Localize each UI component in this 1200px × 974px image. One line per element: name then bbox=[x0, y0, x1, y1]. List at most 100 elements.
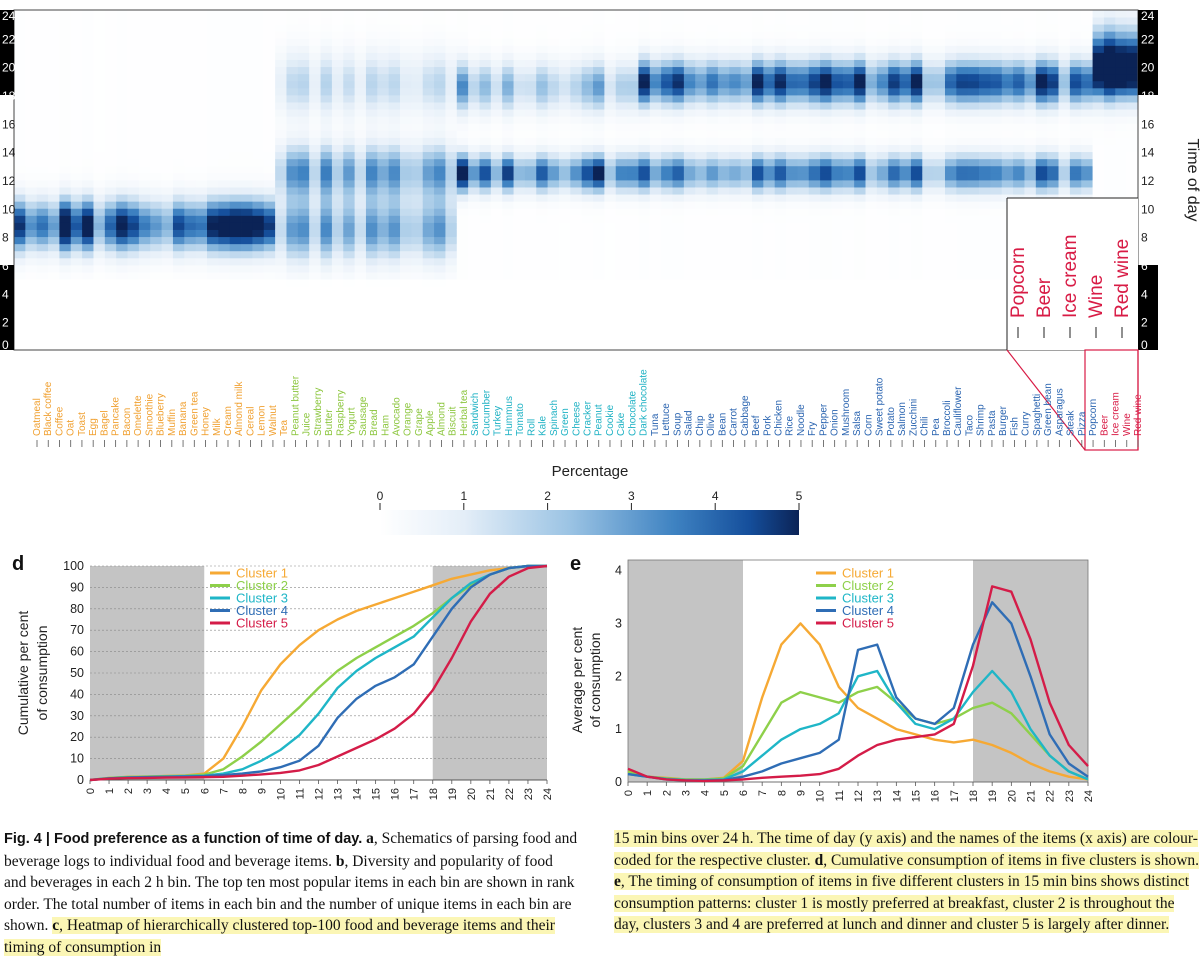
heatmap-cell bbox=[581, 307, 594, 315]
heatmap-cell bbox=[309, 194, 321, 202]
heatmap-cell bbox=[627, 123, 639, 131]
heatmap-cell bbox=[695, 272, 707, 280]
heatmap-cell bbox=[127, 102, 140, 110]
heatmap-cell bbox=[150, 307, 162, 315]
heatmap-cell bbox=[456, 243, 469, 252]
heatmap-cell bbox=[377, 130, 390, 138]
heatmap-cell bbox=[797, 321, 810, 330]
heatmap-cell bbox=[706, 222, 719, 230]
item-label: Sweet potato bbox=[875, 377, 886, 436]
heatmap-cell bbox=[365, 180, 378, 188]
heatmap-cell bbox=[933, 272, 946, 280]
heatmap-cell bbox=[207, 279, 219, 287]
heatmap-cell bbox=[956, 279, 969, 287]
heatmap-cell bbox=[593, 307, 605, 315]
heatmap-cell bbox=[956, 307, 969, 315]
heatmap-cell bbox=[59, 293, 72, 301]
heatmap-cell bbox=[899, 87, 912, 96]
heatmap-cell bbox=[490, 307, 503, 315]
heatmap-cell bbox=[127, 335, 140, 344]
heatmap-cell bbox=[286, 194, 299, 202]
heatmap-cell bbox=[1035, 109, 1048, 117]
heatmap-cell bbox=[888, 328, 900, 337]
heatmap-cell bbox=[241, 73, 253, 82]
heatmap-cell bbox=[59, 73, 72, 82]
heatmap-cell bbox=[1126, 151, 1139, 160]
heatmap-cell bbox=[422, 201, 435, 209]
heatmap-cell bbox=[161, 52, 174, 60]
heatmap-cell bbox=[388, 95, 401, 103]
heatmap-cell bbox=[1126, 172, 1139, 181]
item-label: Potato bbox=[886, 407, 897, 436]
heatmap-cell bbox=[854, 109, 866, 117]
heatmap-cell bbox=[672, 187, 685, 195]
heatmap-cell bbox=[343, 194, 355, 202]
heatmap-cell bbox=[536, 194, 549, 202]
heatmap-cell bbox=[956, 144, 969, 153]
heatmap-cell bbox=[1058, 165, 1071, 174]
heatmap-cell bbox=[354, 208, 367, 216]
heatmap-cell bbox=[275, 335, 287, 344]
heatmap-cell bbox=[581, 73, 594, 82]
heatmap-cell bbox=[672, 87, 685, 96]
heatmap-cell bbox=[161, 257, 174, 266]
heatmap-cell bbox=[1081, 95, 1093, 103]
heatmap-cell bbox=[695, 215, 707, 223]
heatmap-cell bbox=[400, 222, 412, 230]
heatmap-cell bbox=[172, 151, 185, 160]
heatmap-cell bbox=[944, 130, 957, 138]
heatmap-cell bbox=[195, 243, 208, 252]
heatmap-cell bbox=[797, 279, 810, 287]
heatmap-cell bbox=[774, 222, 787, 230]
heatmap-cell bbox=[1047, 180, 1059, 188]
heatmap-cell bbox=[831, 286, 844, 294]
heatmap-cell bbox=[14, 66, 26, 75]
heatmap-cell bbox=[161, 180, 174, 188]
heatmap-cell bbox=[967, 87, 980, 96]
heatmap-cell bbox=[479, 17, 492, 25]
heatmap-cell bbox=[865, 52, 878, 60]
heatmap-cell bbox=[910, 293, 923, 301]
heatmap-cell bbox=[411, 123, 424, 131]
heatmap-cell bbox=[104, 272, 117, 280]
heatmap-cell bbox=[70, 73, 83, 82]
heatmap-cell bbox=[161, 265, 174, 273]
heatmap-cell bbox=[513, 250, 526, 259]
heatmap-cell bbox=[400, 123, 412, 131]
heatmap-cell bbox=[343, 116, 355, 124]
heatmap-cell bbox=[786, 265, 798, 273]
heatmap-cell bbox=[354, 66, 367, 75]
heatmap-cell bbox=[774, 265, 787, 273]
heatmap-cell bbox=[172, 144, 185, 153]
heatmap-cell bbox=[899, 95, 912, 103]
heatmap-cell bbox=[25, 73, 38, 82]
heatmap-cell bbox=[1024, 123, 1037, 131]
heatmap-cell bbox=[922, 243, 935, 252]
heatmap-cell bbox=[944, 187, 957, 195]
heatmap-cell bbox=[286, 187, 299, 195]
heatmap-cell bbox=[922, 187, 935, 195]
heatmap-cell bbox=[763, 10, 776, 18]
heatmap-cell bbox=[14, 293, 26, 301]
heatmap-cell bbox=[434, 272, 446, 280]
heatmap-cell bbox=[445, 158, 458, 167]
heatmap-cell bbox=[309, 187, 321, 195]
heatmap-cell bbox=[354, 10, 367, 18]
heatmap-cell bbox=[979, 222, 991, 230]
heatmap-cell bbox=[956, 180, 969, 188]
heatmap-cell bbox=[1013, 95, 1025, 103]
heatmap-cell bbox=[104, 314, 117, 323]
heatmap-cell bbox=[661, 314, 673, 323]
heatmap-cell bbox=[536, 222, 549, 230]
heatmap-cell bbox=[354, 307, 367, 315]
heatmap-cell bbox=[661, 201, 673, 209]
heatmap-cell bbox=[388, 73, 401, 82]
heatmap-cell bbox=[1081, 172, 1093, 181]
heatmap-cell bbox=[150, 73, 162, 82]
heatmap-cell bbox=[1024, 116, 1037, 124]
heatmap-cell bbox=[547, 130, 560, 138]
heatmap-cell bbox=[468, 342, 480, 351]
item-label: Spaghetti bbox=[1032, 394, 1043, 436]
heatmap-cell bbox=[808, 109, 821, 117]
heatmap-cell bbox=[876, 250, 889, 259]
